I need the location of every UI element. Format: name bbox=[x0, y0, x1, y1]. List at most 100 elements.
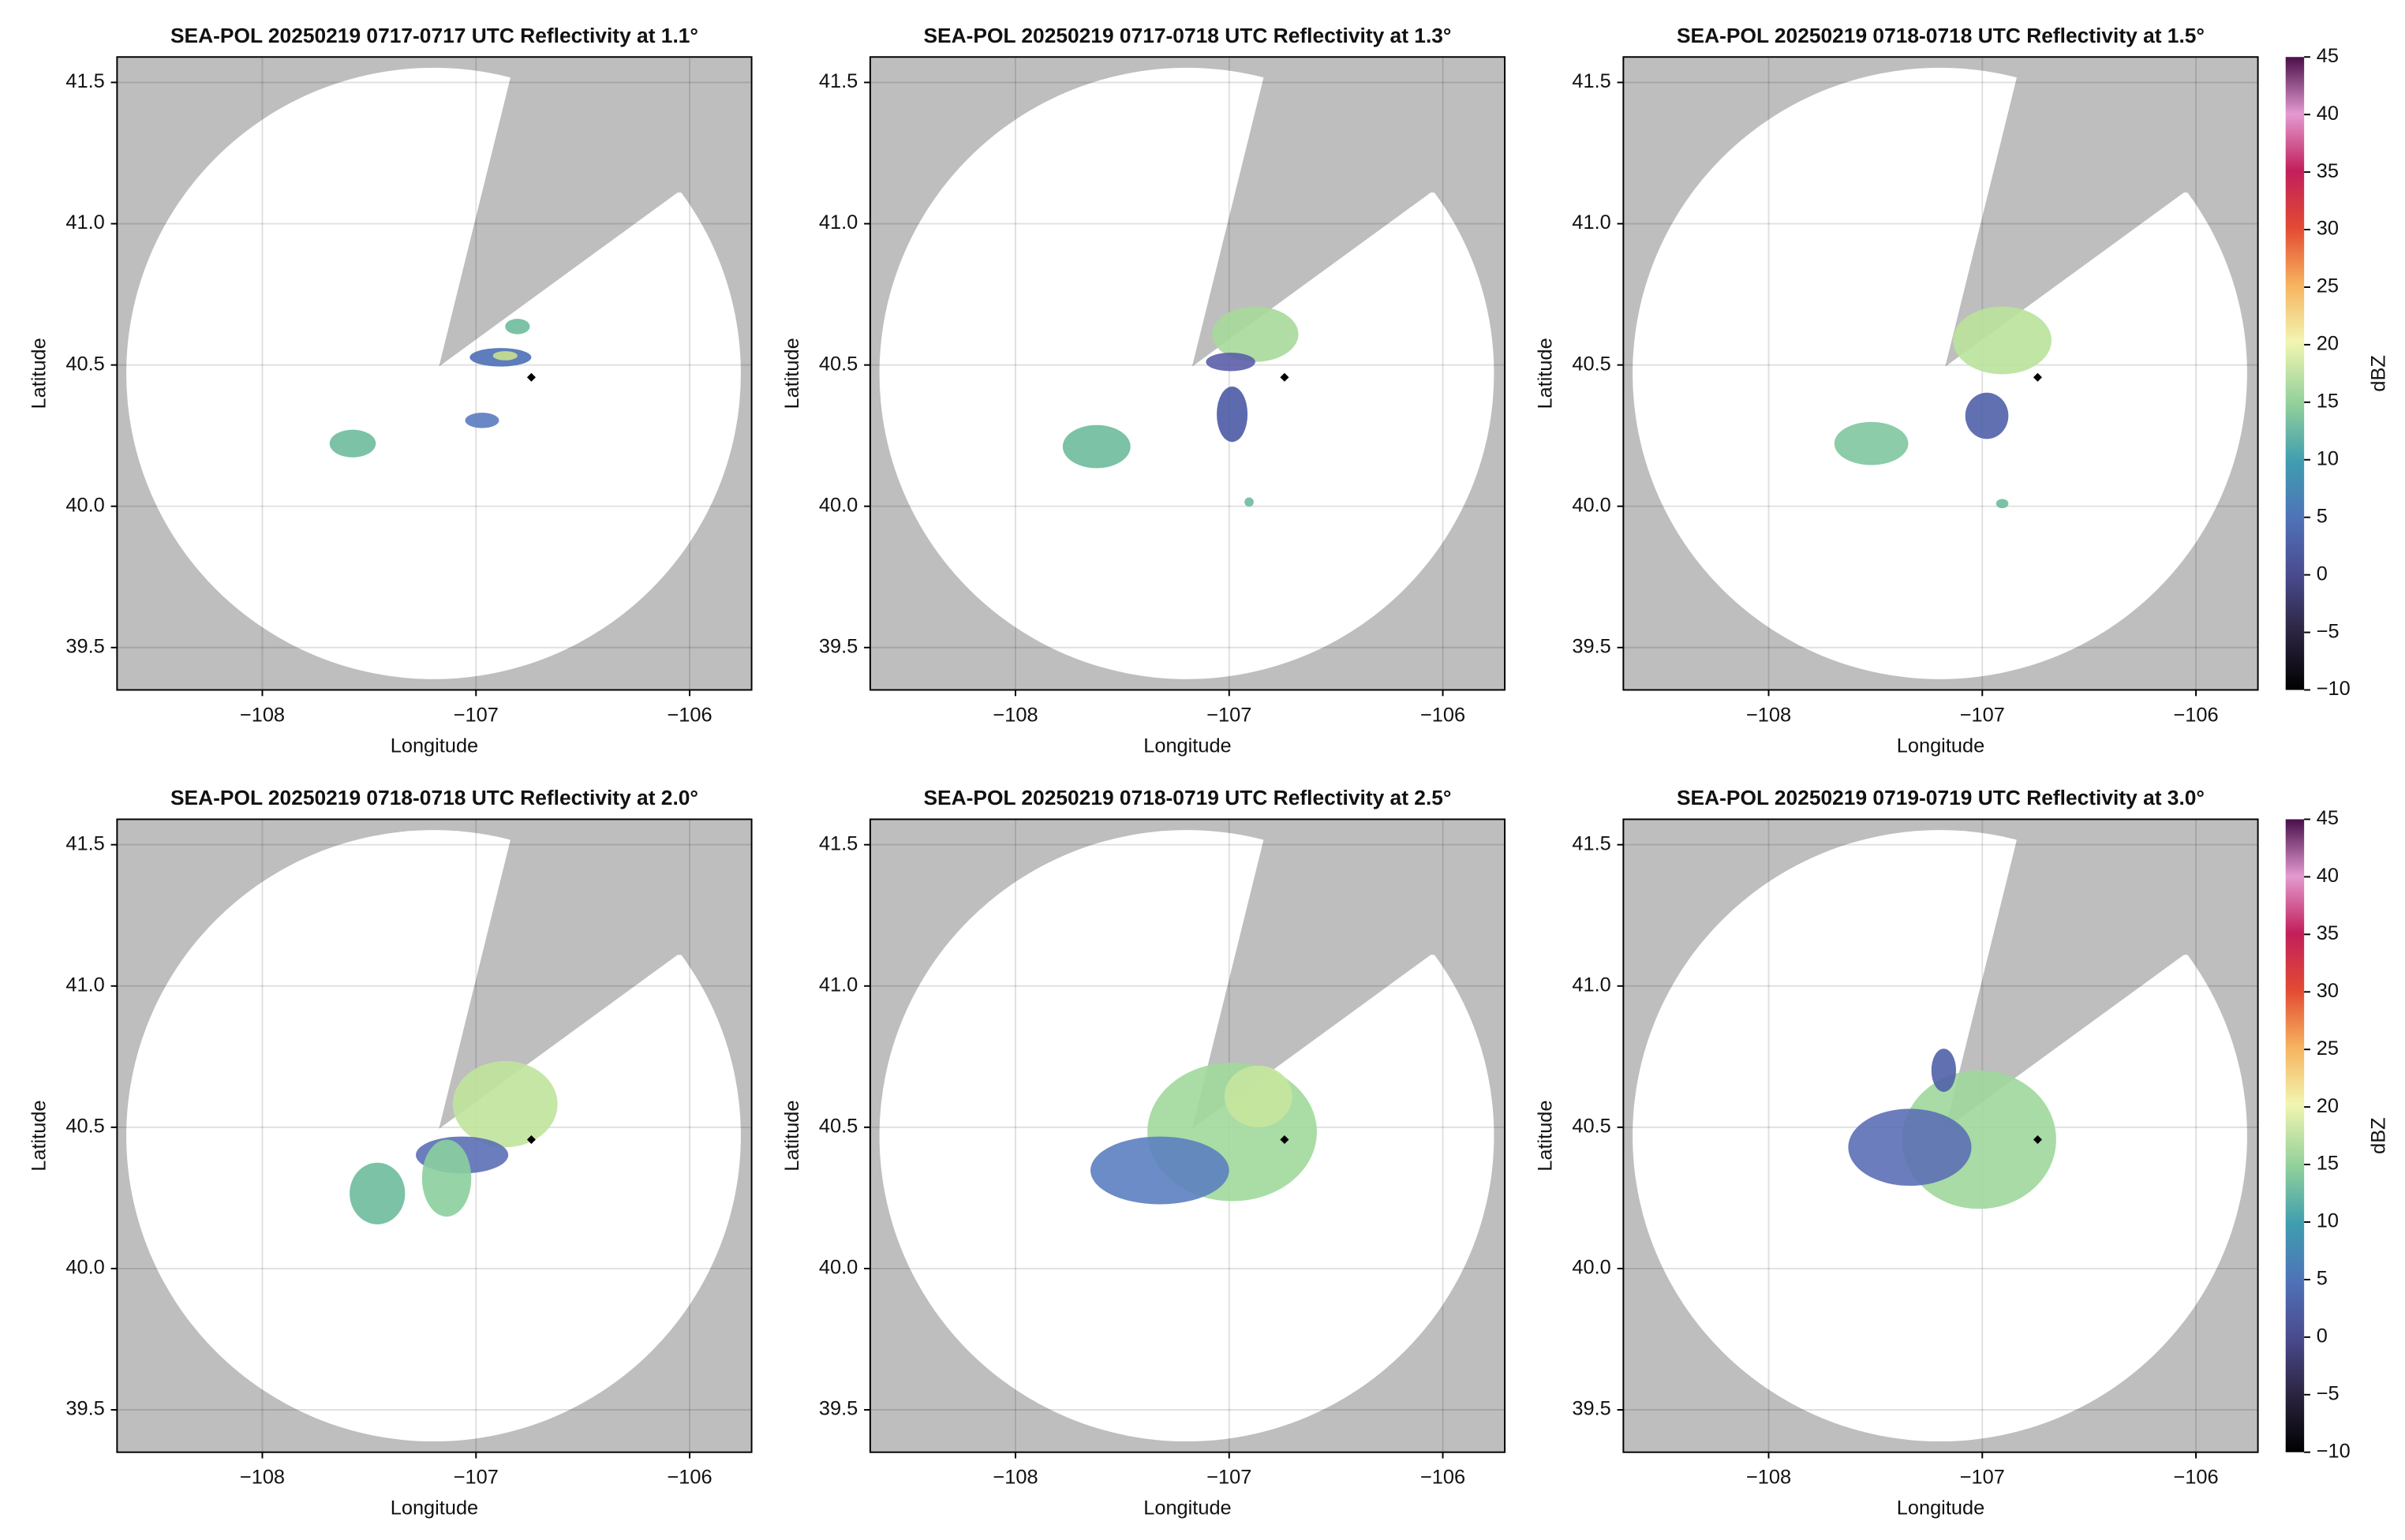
plot-frame bbox=[116, 56, 753, 691]
colorbar-tick-label: 0 bbox=[2317, 563, 2328, 585]
colorbar-tick-label: 35 bbox=[2317, 160, 2339, 182]
panel: −108 −107 −106 39.5 40.0 40.5 41.0 41.5 SEA-POL … bbox=[781, 24, 1506, 757]
echo bbox=[452, 1060, 558, 1148]
chart-title: SEA-POL 20250219 0718-0719 UTC Reflectiv… bbox=[923, 786, 1451, 809]
y-tick-label: 40.5 bbox=[65, 1116, 104, 1138]
colorbar-label: dBZ bbox=[2367, 355, 2389, 392]
y-tick-label: 41.5 bbox=[1572, 832, 1610, 854]
x-tick-label: −107 bbox=[1206, 1467, 1251, 1489]
plot-frame bbox=[1622, 818, 2259, 1453]
x-axis-label: Longitude bbox=[391, 734, 478, 757]
x-tick-label: −106 bbox=[1420, 704, 1465, 726]
blocked-sector bbox=[1945, 57, 2258, 367]
y-tick-label: 40.0 bbox=[1572, 1257, 1610, 1279]
y-tick-label: 41.0 bbox=[1572, 211, 1610, 234]
y-tick-label: 40.5 bbox=[65, 353, 104, 375]
colorbar-tick-label: 15 bbox=[2317, 391, 2339, 413]
radar-site bbox=[526, 372, 536, 382]
colorbar-tick-label: −10 bbox=[2317, 678, 2351, 700]
chart-title: SEA-POL 20250219 0717-0718 UTC Reflectiv… bbox=[923, 24, 1451, 47]
x-tick-label: −106 bbox=[1420, 1467, 1465, 1489]
echo bbox=[1217, 386, 1248, 443]
x-tick-label: −106 bbox=[2173, 704, 2218, 726]
y-axis-label: Latitude bbox=[781, 1100, 803, 1171]
colorbar-tick-label: 30 bbox=[2317, 980, 2339, 1002]
blocked-sector bbox=[439, 57, 752, 367]
y-axis-label: Latitude bbox=[1534, 338, 1556, 409]
x-axis-label: Longitude bbox=[391, 1497, 478, 1519]
colorbar-tick-label: 20 bbox=[2317, 333, 2339, 355]
echo bbox=[1244, 497, 1254, 507]
y-tick-label: 41.5 bbox=[819, 70, 858, 92]
y-tick-label: 39.5 bbox=[65, 1398, 104, 1420]
colorbar-tick-label: 40 bbox=[2317, 865, 2339, 887]
panel: −108 −107 −106 39.5 40.0 40.5 41.0 41.5 SEA-POL … bbox=[1534, 786, 2389, 1519]
panel: −108 −107 −106 39.5 40.0 40.5 41.0 41.5 SEA-POL … bbox=[28, 24, 753, 757]
echo bbox=[1995, 499, 2009, 509]
echo bbox=[1931, 1048, 1957, 1092]
chart-title: SEA-POL 20250219 0718-0718 UTC Reflectiv… bbox=[1677, 24, 2205, 47]
x-tick-label: −108 bbox=[1746, 1467, 1791, 1489]
x-tick-label: −107 bbox=[1960, 1467, 2005, 1489]
y-tick-label: 41.5 bbox=[65, 832, 104, 854]
colorbar-tick-label: 0 bbox=[2317, 1325, 2328, 1348]
x-tick-label: −106 bbox=[2173, 1467, 2218, 1489]
colorbar-tick-label: 35 bbox=[2317, 922, 2339, 944]
echo bbox=[350, 1162, 406, 1224]
echo bbox=[1212, 306, 1299, 362]
x-tick-label: −108 bbox=[993, 704, 1038, 726]
blocked-sector bbox=[1191, 819, 1505, 1129]
radar-site bbox=[2033, 1134, 2042, 1144]
y-tick-label: 41.0 bbox=[65, 974, 104, 996]
x-tick-label: −107 bbox=[1206, 704, 1251, 726]
y-tick-label: 40.0 bbox=[819, 494, 858, 516]
colorbar-tick-label: 25 bbox=[2317, 1037, 2339, 1060]
colorbar-tick-label: 5 bbox=[2317, 1268, 2328, 1290]
echo bbox=[421, 1139, 472, 1217]
y-tick-label: 39.5 bbox=[65, 635, 104, 657]
x-axis-label: Longitude bbox=[1897, 1497, 1984, 1519]
colorbar bbox=[2285, 819, 2305, 1452]
colorbar-tick-label: 5 bbox=[2317, 505, 2328, 527]
blocked-sector bbox=[439, 819, 752, 1129]
y-axis-label: Latitude bbox=[1534, 1100, 1556, 1171]
x-tick-label: −108 bbox=[240, 1467, 285, 1489]
y-tick-label: 40.0 bbox=[1572, 494, 1610, 516]
colorbar-tick-label: 40 bbox=[2317, 103, 2339, 125]
x-axis-label: Longitude bbox=[1143, 734, 1231, 757]
y-tick-label: 40.0 bbox=[819, 1257, 858, 1279]
colorbar-tick-label: 20 bbox=[2317, 1095, 2339, 1117]
x-tick-label: −107 bbox=[454, 704, 499, 726]
y-tick-label: 40.0 bbox=[65, 1257, 104, 1279]
plot-frame bbox=[116, 818, 753, 1453]
x-tick-label: −106 bbox=[667, 1467, 712, 1489]
echo bbox=[492, 351, 518, 361]
echo bbox=[1224, 1065, 1292, 1127]
x-tick-label: −107 bbox=[1960, 704, 2005, 726]
blocked-sector bbox=[1191, 57, 1505, 367]
x-tick-label: −108 bbox=[1746, 704, 1791, 726]
y-tick-label: 41.5 bbox=[65, 70, 104, 92]
y-tick-label: 41.0 bbox=[1572, 974, 1610, 996]
colorbar-label: dBZ bbox=[2367, 1117, 2389, 1154]
echo bbox=[1965, 392, 2009, 439]
chart-title: SEA-POL 20250219 0717-0717 UTC Reflectiv… bbox=[170, 24, 698, 47]
echo bbox=[1062, 424, 1131, 469]
echo bbox=[505, 319, 530, 335]
colorbar-tick-label: −10 bbox=[2317, 1440, 2351, 1462]
colorbar-tick-label: 25 bbox=[2317, 275, 2339, 297]
echo bbox=[1953, 306, 2052, 375]
y-tick-label: 40.5 bbox=[1572, 353, 1610, 375]
y-tick-label: 39.5 bbox=[1572, 635, 1610, 657]
colorbar-tick-label: 30 bbox=[2317, 218, 2339, 240]
panel: −108 −107 −106 39.5 40.0 40.5 41.0 41.5 SEA-POL … bbox=[1534, 24, 2389, 757]
y-tick-label: 41.0 bbox=[819, 974, 858, 996]
colorbar-tick-label: −5 bbox=[2317, 620, 2340, 642]
y-tick-label: 41.5 bbox=[1572, 70, 1610, 92]
colorbar-tick-label: 15 bbox=[2317, 1153, 2339, 1175]
blocked-sector bbox=[1945, 819, 2258, 1129]
x-tick-label: −106 bbox=[667, 704, 712, 726]
y-tick-label: 40.5 bbox=[819, 1116, 858, 1138]
y-tick-label: 39.5 bbox=[819, 1398, 858, 1420]
y-tick-label: 40.5 bbox=[1572, 1116, 1610, 1138]
